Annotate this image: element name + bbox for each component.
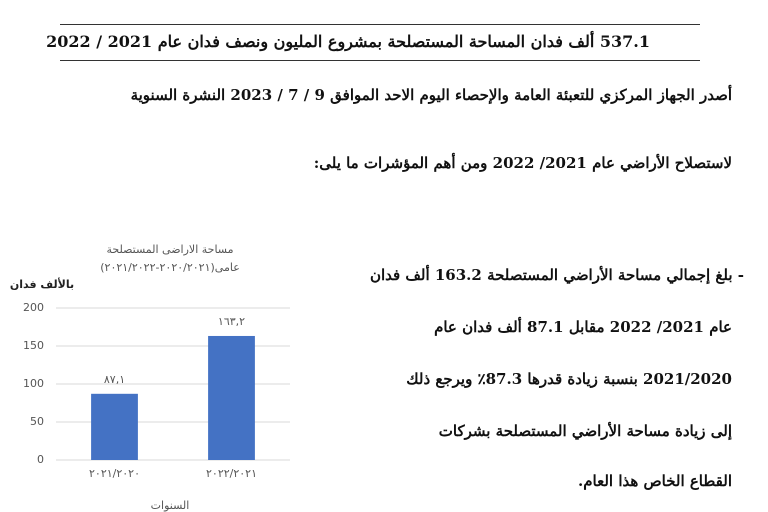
x-axis-label: السنوات: [151, 499, 190, 512]
chart: مساحة الاراضى المستصلحة عامى(٢٠٢٠/٢٠٢١-٢…: [10, 243, 290, 512]
rule: [60, 60, 700, 61]
value-label: ١٦٣,٢: [218, 315, 245, 328]
bar: [91, 393, 138, 460]
y-tick-label: 150: [23, 339, 44, 352]
y-tick-label: 100: [23, 377, 44, 390]
x-tick-label: ٢٠٢١/٢٠٢٠: [89, 467, 140, 480]
bullet-line: 2021/2020 بنسبة زيادة قدرها 87.3٪ ويرجع …: [406, 370, 732, 388]
intro-line: لاستصلاح الأراضي عام 2021/ 2022 ومن أهم …: [313, 154, 732, 172]
y-axis-label: بالألف فدان: [10, 277, 74, 291]
y-tick-label: 200: [23, 301, 44, 314]
bullet-line: إلى زيادة مساحة الأراضي المستصلحة بشركات: [438, 422, 732, 440]
bullet-line: - بلغ إجمالي مساحة الأراضي المستصلحة 163…: [369, 266, 744, 284]
value-label: ٨٧,١: [104, 373, 125, 386]
x-tick-label: ٢٠٢٢/٢٠٢١: [206, 467, 257, 480]
y-tick-label: 50: [30, 415, 44, 428]
chart-title: مساحة الاراضى المستصلحة: [106, 243, 233, 256]
bullet-line: عام 2021/ 2022 مقابل 87.1 ألف فدان عام: [434, 318, 732, 336]
rule: [60, 24, 700, 25]
chart-subtitle: عامى(٢٠٢٠/٢٠٢١-٢٠٢١/٢٠٢٢): [100, 261, 240, 274]
title: 537.1 ألف فدان المساحة المستصلحة بمشروع …: [46, 32, 650, 51]
bullet-line: القطاع الخاص هذا العام.: [578, 472, 732, 490]
y-tick-label: 0: [37, 453, 44, 466]
bar: [208, 335, 255, 460]
intro-line: أصدر الجهاز المركزي للتعبئة العامة والإح…: [130, 86, 732, 104]
